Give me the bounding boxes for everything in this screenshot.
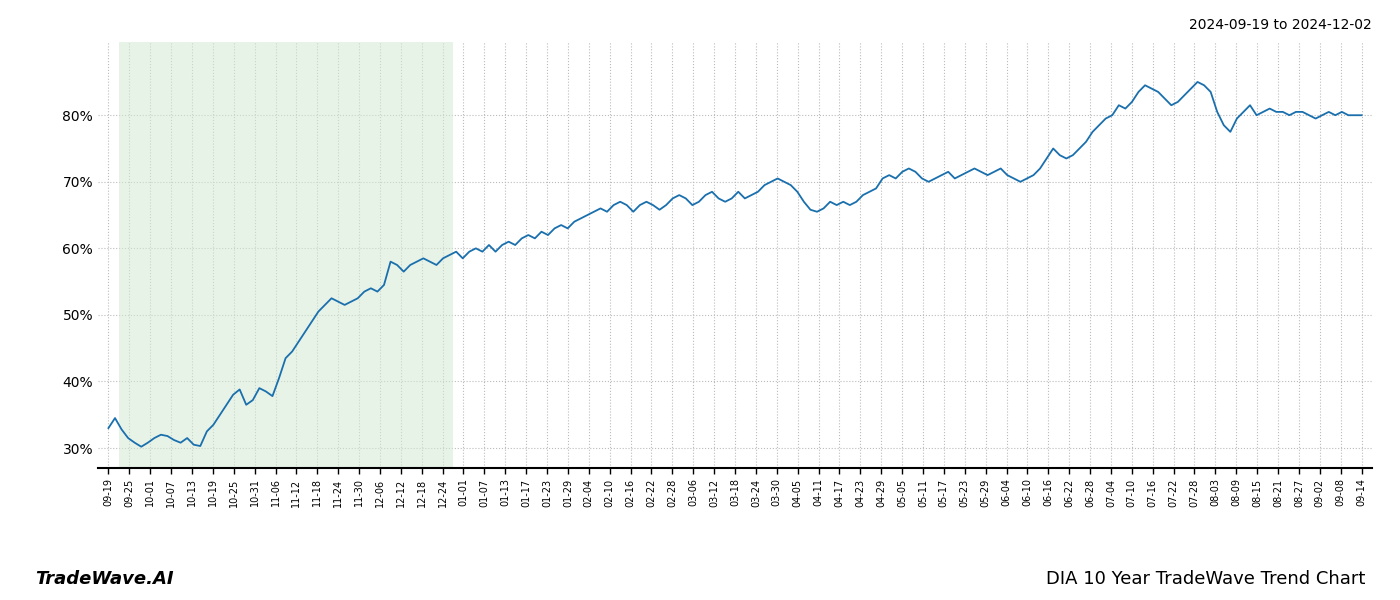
Bar — [119, 42, 454, 468]
Text: TradeWave.AI: TradeWave.AI — [35, 570, 174, 588]
Text: DIA 10 Year TradeWave Trend Chart: DIA 10 Year TradeWave Trend Chart — [1046, 570, 1365, 588]
Text: 2024-09-19 to 2024-12-02: 2024-09-19 to 2024-12-02 — [1189, 18, 1372, 32]
